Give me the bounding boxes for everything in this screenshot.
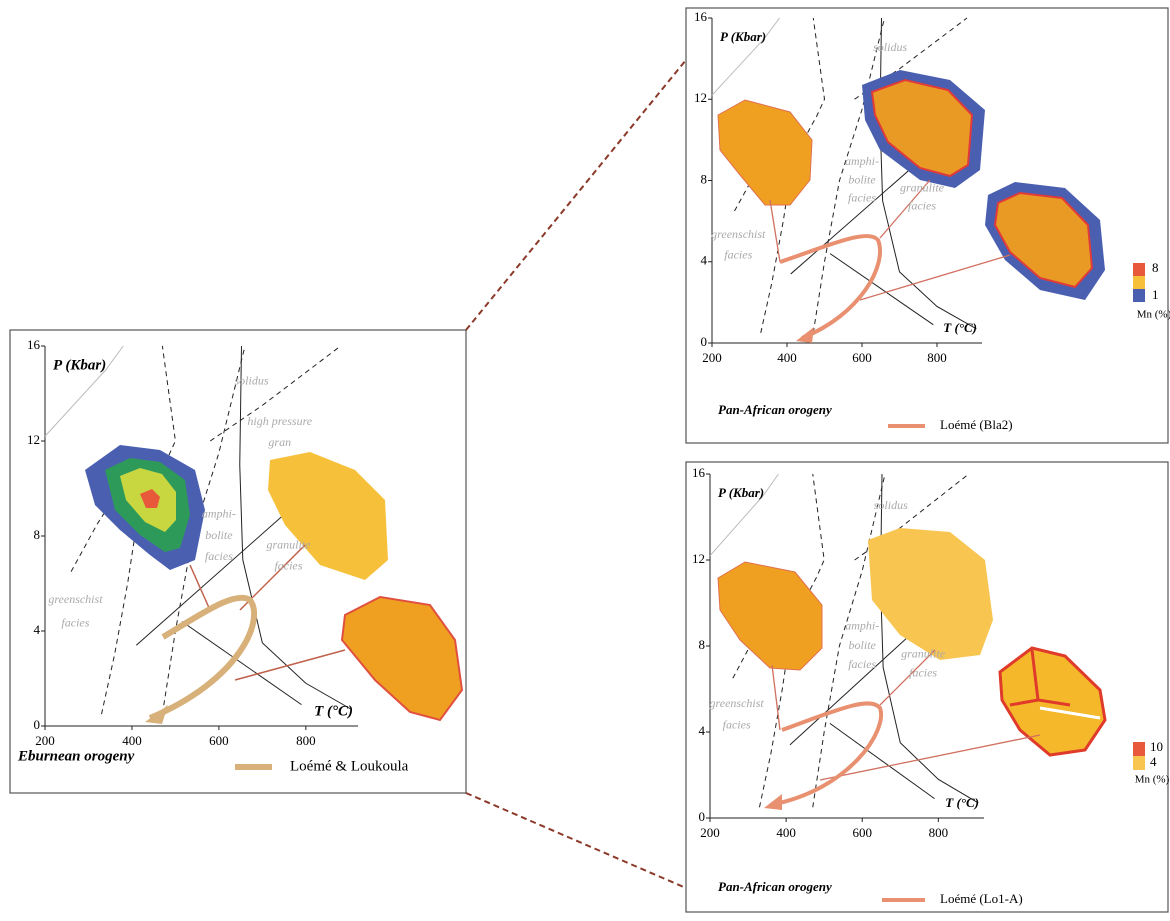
x-tick-label: 200	[702, 350, 722, 365]
y-tick-label: 12	[692, 551, 705, 566]
facies-label: facies	[205, 549, 233, 563]
facies-label: solidus	[873, 40, 907, 54]
facies-label: granulite	[900, 180, 945, 194]
facies-label: facies	[274, 559, 302, 573]
x-tick-label: 800	[929, 825, 949, 840]
zoom-connector	[465, 792, 687, 889]
facies-label: facies	[724, 247, 752, 261]
panel-title: Pan-African orogeny	[718, 879, 832, 894]
phase-boundary	[812, 17, 885, 333]
y-tick-label: 12	[27, 432, 40, 447]
phase-boundary	[829, 722, 935, 800]
facies-label: bolite	[849, 638, 877, 652]
x-tick-label: 400	[776, 825, 796, 840]
facies-label: facies	[723, 717, 751, 731]
facies-label: facies	[848, 657, 876, 671]
phase-boundary	[758, 473, 825, 808]
y-axis-label: P (Kbar)	[53, 357, 106, 373]
facies-label: high pressure	[247, 414, 312, 428]
legend-label: Loémé (Lo1-A)	[940, 891, 1023, 906]
x-tick-label: 600	[209, 733, 229, 748]
y-tick-label: 4	[699, 723, 706, 738]
colorbar-label: 4	[1150, 754, 1157, 769]
facies-label: amphi-	[845, 618, 879, 632]
facies-label: facies	[909, 666, 937, 680]
facies-label: bolite	[205, 528, 233, 542]
y-tick-label: 4	[34, 622, 41, 637]
phase-boundary	[709, 473, 779, 557]
x-tick-label: 200	[35, 733, 55, 748]
facies-label: facies	[61, 616, 89, 630]
facies-label: gran	[268, 435, 291, 449]
facies-label: greenschist	[48, 592, 103, 606]
x-tick-label: 200	[700, 825, 720, 840]
facies-label: solidus	[234, 373, 268, 387]
legend-label: Loémé & Loukoula	[290, 758, 409, 774]
facies-label: solidus	[874, 498, 908, 512]
x-tick-label: 600	[852, 825, 872, 840]
facies-label: facies	[848, 191, 876, 205]
y-tick-label: 8	[699, 637, 706, 652]
phase-boundary	[209, 345, 341, 442]
y-tick-label: 16	[27, 337, 41, 352]
y-tick-label: 16	[692, 465, 706, 480]
legend-label: Loémé (Bla2)	[940, 417, 1013, 432]
facies-label: amphi-	[845, 154, 879, 168]
x-axis-label: T (°C)	[945, 795, 979, 810]
zoom-connector	[465, 59, 687, 331]
x-tick-label: 400	[777, 350, 797, 365]
y-tick-label: 0	[34, 717, 41, 732]
phase-boundary	[44, 345, 124, 437]
facies-label: greenschist	[710, 696, 765, 710]
facies-label: granulite	[901, 646, 946, 660]
x-tick-label: 800	[296, 733, 316, 748]
phase-boundary	[829, 253, 934, 326]
facies-label: amphi-	[202, 506, 236, 520]
y-axis-label: P (Kbar)	[718, 485, 764, 500]
x-axis-label: T (°C)	[943, 320, 977, 335]
facies-label: greenschist	[711, 227, 766, 241]
panel-title: Eburnean orogeny	[17, 748, 135, 764]
colorbar-unit: Mn (%)	[1137, 309, 1170, 321]
x-tick-label: 400	[122, 733, 142, 748]
panel-frame	[9, 329, 467, 794]
phase-boundary	[812, 473, 886, 808]
y-tick-label: 12	[694, 90, 707, 105]
y-tick-label: 4	[701, 253, 708, 268]
y-tick-label: 0	[701, 334, 708, 349]
y-tick-label: 8	[34, 527, 41, 542]
garnet-zoning	[717, 528, 1145, 902]
garnet-zoning	[85, 445, 464, 770]
facies-label: granulite	[266, 537, 311, 551]
y-tick-label: 8	[701, 171, 708, 186]
facies-label: bolite	[848, 172, 876, 186]
colorbar-unit: Mn (%)	[1135, 774, 1170, 786]
phase-boundary	[181, 621, 302, 706]
y-axis-label: P (Kbar)	[720, 29, 766, 44]
facies-label: facies	[908, 199, 936, 213]
panel-title: Pan-African orogeny	[718, 402, 832, 417]
phase-boundary	[711, 17, 780, 96]
x-tick-label: 600	[852, 350, 872, 365]
y-tick-label: 16	[694, 9, 708, 24]
x-axis-label: T (°C)	[314, 703, 353, 719]
colorbar-label: 8	[1152, 260, 1159, 275]
garnet-zoning	[717, 70, 1145, 428]
x-tick-label: 800	[927, 350, 947, 365]
y-tick-label: 0	[699, 809, 706, 824]
colorbar-label: 10	[1150, 739, 1163, 754]
colorbar-label: 1	[1152, 287, 1159, 302]
